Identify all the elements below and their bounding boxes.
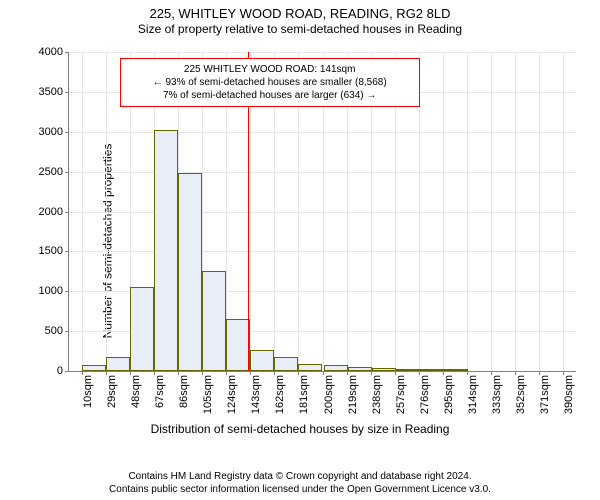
y-tick-label: 2500	[39, 166, 63, 178]
x-tick-label: 67sqm	[154, 375, 166, 408]
grid-line-v	[563, 52, 564, 371]
y-tick-label: 0	[57, 365, 63, 377]
x-tick-label: 352sqm	[515, 375, 527, 414]
y-tick-mark	[65, 212, 69, 213]
grid-line-v	[467, 52, 468, 371]
x-tick-label: 200sqm	[323, 375, 335, 414]
y-tick-label: 1000	[39, 285, 63, 297]
y-tick-label: 3000	[39, 126, 63, 138]
x-tick-label: 105sqm	[202, 375, 214, 414]
y-tick-mark	[65, 251, 69, 252]
x-tick-label: 257sqm	[395, 375, 407, 414]
y-tick-mark	[65, 52, 69, 53]
plot-area: 0500100015002000250030003500400010sqm29s…	[68, 52, 576, 372]
histogram-bar	[178, 173, 202, 371]
histogram-bar	[420, 369, 444, 371]
grid-line-v	[515, 52, 516, 371]
y-tick-mark	[65, 331, 69, 332]
x-tick-label: 29sqm	[106, 375, 118, 408]
y-tick-label: 3500	[39, 86, 63, 98]
histogram-bar	[298, 364, 322, 371]
histogram-bar	[324, 365, 348, 371]
x-tick-label: 143sqm	[250, 375, 262, 414]
annotation-line: 225 WHITLEY WOOD ROAD: 141sqm	[129, 63, 411, 76]
x-tick-label: 48sqm	[130, 375, 142, 408]
histogram-bar	[82, 365, 106, 371]
y-tick-label: 1500	[39, 245, 63, 257]
grid-line-v	[491, 52, 492, 371]
histogram-bar	[396, 369, 420, 371]
x-axis-label: Distribution of semi-detached houses by …	[0, 422, 600, 436]
title-block: 225, WHITLEY WOOD ROAD, READING, RG2 8LD…	[0, 0, 600, 37]
x-tick-label: 295sqm	[443, 375, 455, 414]
x-tick-label: 86sqm	[178, 375, 190, 408]
histogram-bar	[348, 367, 372, 371]
x-tick-label: 390sqm	[563, 375, 575, 414]
y-tick-label: 4000	[39, 46, 63, 58]
x-tick-label: 333sqm	[491, 375, 503, 414]
histogram-bar	[274, 357, 298, 371]
histogram-bar	[154, 130, 178, 371]
grid-line-v	[82, 52, 83, 371]
y-tick-label: 500	[45, 325, 63, 337]
title-main: 225, WHITLEY WOOD ROAD, READING, RG2 8LD	[0, 6, 600, 22]
histogram-bar	[130, 287, 154, 371]
annotation-line: ← 93% of semi-detached houses are smalle…	[129, 76, 411, 89]
y-tick-label: 2000	[39, 206, 63, 218]
histogram-bar	[226, 319, 250, 371]
chart-container: Number of semi-detached properties 05001…	[0, 42, 600, 440]
y-tick-mark	[65, 291, 69, 292]
x-tick-label: 276sqm	[419, 375, 431, 414]
x-tick-label: 238sqm	[371, 375, 383, 414]
x-tick-label: 181sqm	[298, 375, 310, 414]
annotation-box: 225 WHITLEY WOOD ROAD: 141sqm← 93% of se…	[120, 58, 420, 107]
histogram-bar	[202, 271, 226, 371]
grid-line-v	[539, 52, 540, 371]
y-tick-mark	[65, 371, 69, 372]
grid-line-v	[443, 52, 444, 371]
x-tick-label: 10sqm	[82, 375, 94, 408]
grid-line-v	[106, 52, 107, 371]
footer-line-2: Contains public sector information licen…	[0, 483, 600, 496]
y-tick-mark	[65, 92, 69, 93]
x-tick-label: 371sqm	[539, 375, 551, 414]
histogram-bar	[444, 369, 468, 371]
attribution-footer: Contains HM Land Registry data © Crown c…	[0, 470, 600, 496]
footer-line-1: Contains HM Land Registry data © Crown c…	[0, 470, 600, 483]
y-tick-mark	[65, 172, 69, 173]
x-tick-label: 219sqm	[347, 375, 359, 414]
x-tick-label: 124sqm	[226, 375, 238, 414]
histogram-bar	[250, 350, 274, 371]
annotation-line: 7% of semi-detached houses are larger (6…	[129, 89, 411, 102]
title-sub: Size of property relative to semi-detach…	[0, 22, 600, 37]
histogram-bar	[372, 368, 396, 371]
x-tick-label: 314sqm	[467, 375, 479, 414]
histogram-bar	[106, 357, 130, 371]
y-tick-mark	[65, 132, 69, 133]
x-tick-label: 162sqm	[274, 375, 286, 414]
